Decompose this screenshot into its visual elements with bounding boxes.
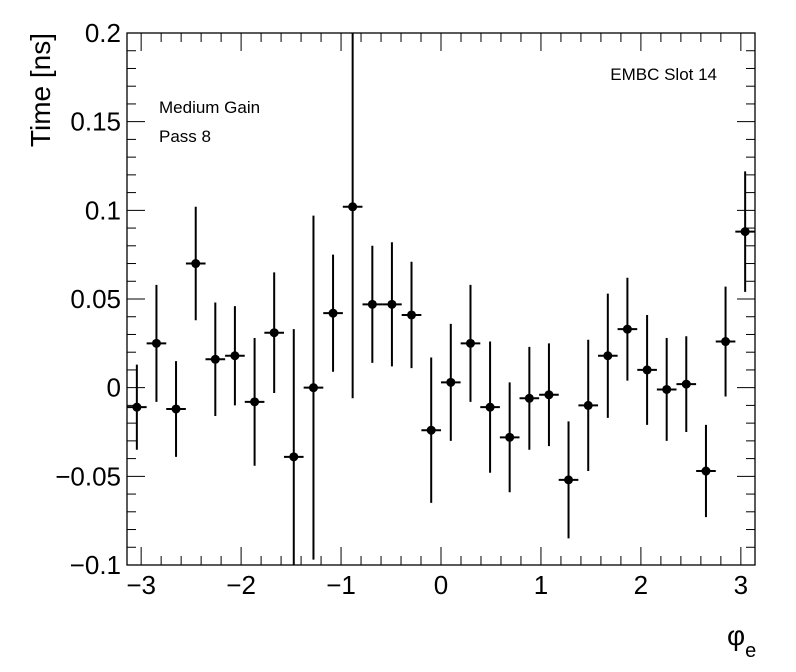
data-point — [696, 424, 716, 518]
y-tick-label: 0.2 — [85, 18, 121, 48]
marker — [446, 377, 456, 387]
marker — [721, 337, 731, 347]
marker — [407, 310, 417, 320]
data-point — [499, 382, 520, 493]
marker — [740, 227, 750, 237]
data-point — [558, 421, 579, 539]
y-tick-label: 0 — [107, 373, 121, 403]
data-point — [146, 284, 167, 402]
data-point — [342, 33, 363, 399]
y-tick-label: −0.1 — [70, 550, 121, 580]
data-point — [401, 261, 422, 369]
marker — [210, 354, 220, 364]
marker — [583, 400, 593, 410]
marker — [289, 452, 299, 462]
y-tick-label: 0.1 — [85, 195, 121, 225]
marker — [308, 383, 318, 393]
data-point — [382, 242, 402, 367]
x-tick-label: 1 — [534, 570, 548, 600]
x-axis-title-main: φ — [727, 620, 745, 651]
marker — [505, 432, 515, 442]
x-tick-label: 0 — [434, 570, 448, 600]
data-point — [323, 254, 343, 372]
data-point — [480, 341, 500, 473]
marker — [681, 379, 691, 389]
pass-annotation: Pass 8 — [159, 127, 211, 146]
marker — [387, 299, 397, 309]
marker — [564, 475, 574, 485]
data-point — [421, 357, 442, 503]
data-point — [244, 338, 265, 466]
marker — [603, 351, 613, 361]
data-point — [460, 284, 481, 402]
data-point — [440, 323, 461, 441]
data-point — [166, 361, 186, 457]
data-point — [539, 343, 559, 447]
marker — [171, 404, 181, 414]
x-tick-label: −1 — [326, 570, 356, 600]
marker — [662, 384, 672, 394]
data-point — [362, 245, 383, 363]
marker — [151, 338, 161, 348]
data-point — [617, 277, 638, 381]
data-point — [676, 336, 697, 432]
x-tick-label: −3 — [126, 570, 156, 600]
marker — [230, 351, 240, 361]
marker — [132, 402, 142, 412]
marker — [191, 259, 201, 269]
data-point — [637, 314, 657, 425]
y-tick-label: 0.15 — [70, 107, 121, 137]
axis-ticks — [127, 32, 755, 566]
axis-tick-labels: −3 −2 −1 0 1 2 3 −0.1 −0.05 0 0.05 0.1 0.15 0.2 — [55, 18, 748, 600]
data-point — [185, 206, 206, 321]
y-axis-title: Time [ns] — [25, 33, 56, 147]
marker — [544, 390, 554, 400]
data-point — [225, 306, 245, 406]
marker — [622, 324, 632, 334]
data-point — [283, 329, 304, 565]
data-point — [303, 215, 324, 560]
data-point — [578, 339, 599, 472]
data-point — [519, 346, 540, 450]
marker — [524, 393, 534, 403]
marker — [348, 202, 358, 212]
marker — [701, 466, 711, 476]
data-point — [656, 338, 677, 441]
marker — [426, 425, 436, 435]
data-point — [598, 293, 618, 418]
data-point — [735, 171, 755, 292]
marker — [465, 338, 475, 348]
data-point — [715, 286, 736, 397]
data-points — [127, 33, 755, 565]
x-tick-label: 3 — [734, 570, 748, 600]
x-tick-label: 2 — [634, 570, 648, 600]
y-tick-label: 0.05 — [70, 284, 121, 314]
gain-annotation: Medium Gain — [159, 98, 260, 117]
data-point — [264, 272, 284, 393]
marker — [485, 402, 495, 412]
x-axis-title: φe — [727, 620, 756, 662]
marker — [250, 397, 260, 407]
data-point — [127, 364, 147, 450]
x-tick-label: −2 — [226, 570, 256, 600]
marker — [642, 365, 652, 375]
y-tick-label: −0.05 — [55, 461, 121, 491]
x-axis-title-subscript: e — [745, 640, 756, 662]
data-point — [205, 302, 226, 417]
slot-annotation: EMBC Slot 14 — [610, 65, 717, 84]
marker — [269, 328, 279, 338]
marker — [367, 299, 377, 309]
marker — [328, 308, 338, 318]
